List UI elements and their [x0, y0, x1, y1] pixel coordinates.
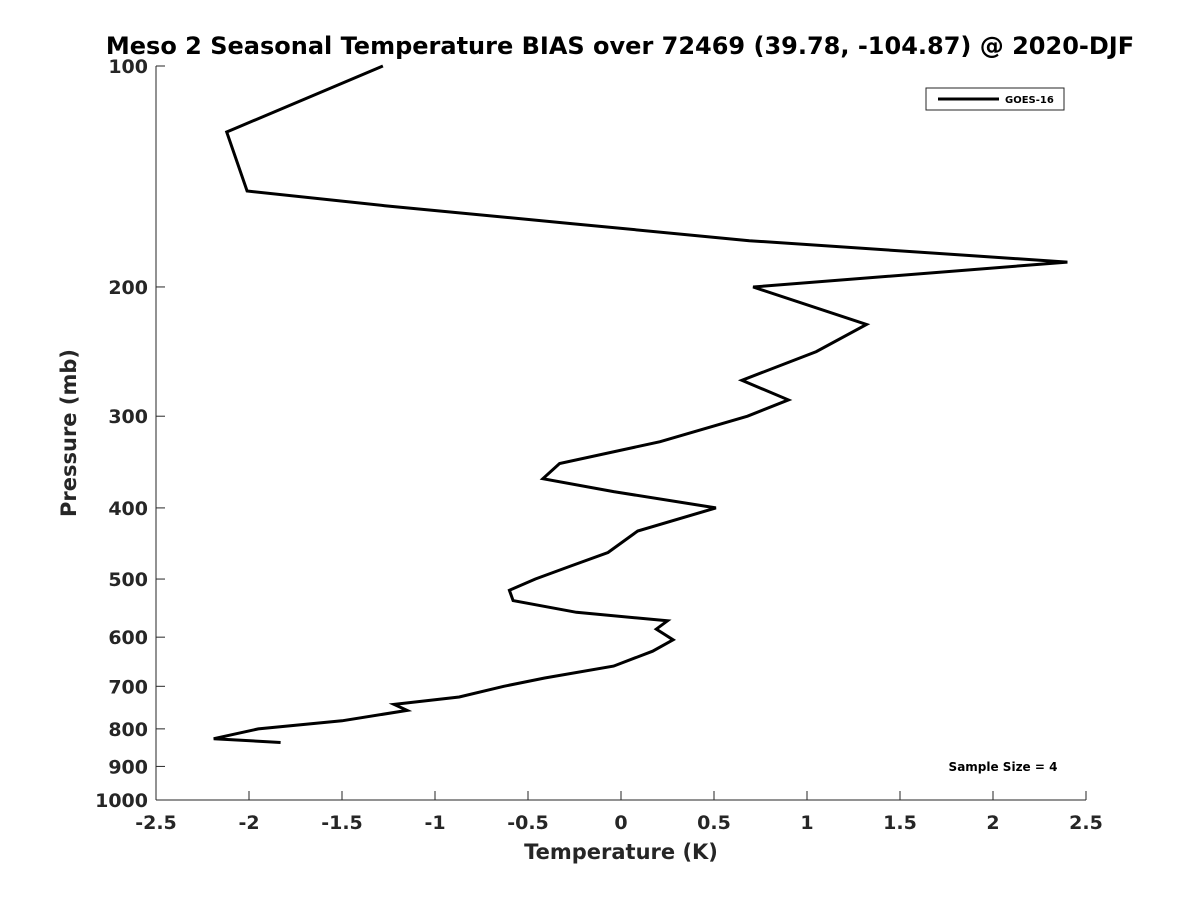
y-tick-label: 600: [108, 627, 148, 649]
legend-label-goes16: GOES-16: [1005, 95, 1054, 106]
x-axis-label: Temperature (K): [524, 840, 718, 864]
y-tick-label: 1000: [95, 790, 148, 812]
y-tick-label: 200: [108, 277, 148, 299]
y-tick-label: 300: [108, 406, 148, 428]
y-axis-label: Pressure (mb): [57, 349, 81, 517]
x-tick-label: 2.5: [1069, 812, 1103, 834]
x-tick-label: -2.5: [135, 812, 177, 834]
sample-size-annotation: Sample Size = 4: [949, 760, 1058, 774]
y-tick-label: 700: [108, 676, 148, 698]
x-tick-label: 1: [800, 812, 813, 834]
y-tick-label: 100: [108, 56, 148, 78]
x-tick-label: 0.5: [697, 812, 731, 834]
x-tick-label: -1: [424, 812, 445, 834]
y-ticks: 100 200 300 400 500 600 700 800 900 1000: [95, 56, 165, 812]
x-tick-label: -2: [238, 812, 259, 834]
x-ticks: -2.5 -2 -1.5 -1 -0.5 0 0.5 1 1.5 2 2.5: [135, 791, 1103, 834]
x-tick-label: 1.5: [883, 812, 917, 834]
series-line-goes16: [213, 64, 1068, 744]
x-tick-label: -1.5: [321, 812, 363, 834]
y-tick-label: 800: [108, 719, 148, 741]
legend: GOES-16: [925, 87, 1065, 111]
y-tick-label: 500: [108, 569, 148, 591]
x-tick-label: 2: [986, 812, 999, 834]
x-tick-label: 0: [614, 812, 627, 834]
y-tick-label: 400: [108, 498, 148, 520]
y-tick-label: 900: [108, 756, 148, 778]
chart-title: Meso 2 Seasonal Temperature BIAS over 72…: [106, 32, 1134, 60]
x-tick-label: -0.5: [507, 812, 549, 834]
